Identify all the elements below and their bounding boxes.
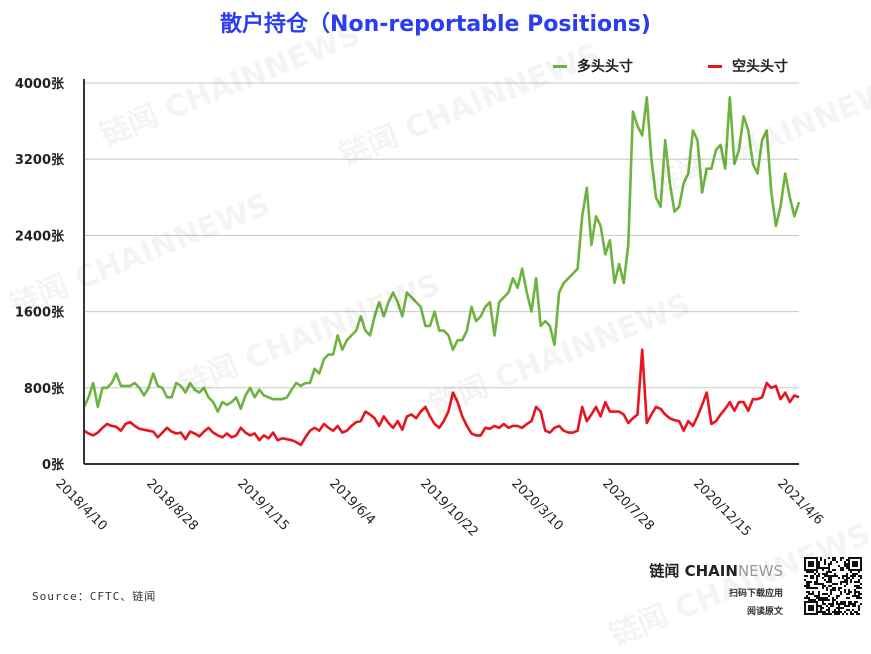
- y-tick-label: 2400张: [15, 229, 65, 244]
- x-tick-label: 2020/12/15: [690, 476, 754, 540]
- x-tick-label: 2020/3/10: [508, 476, 566, 534]
- series-line-short: [83, 348, 800, 447]
- qr-code-icon[interactable]: [804, 557, 862, 615]
- brand-logo: 链闻 CHAINNEWS: [649, 562, 783, 580]
- legend-swatch-green: [553, 64, 567, 68]
- brand-block: 链闻 CHAINNEWS 扫码下载应用 阅读原文: [649, 560, 783, 617]
- y-tick-label: 800张: [24, 382, 65, 397]
- legend-label: 多头头寸: [577, 59, 633, 75]
- x-tick-label: 2019/6/4: [326, 476, 378, 528]
- y-tick-label: 3200张: [15, 153, 65, 168]
- y-tick-label: 4000张: [15, 77, 65, 92]
- source-note: Source：CFTC、链闻: [32, 590, 157, 603]
- y-tick-label: 0张: [42, 458, 65, 473]
- chart: 0张 800张 1600张 2400张 3200张 4000张 2018/4/10 2018/…: [15, 77, 826, 540]
- legend-swatch-red: [708, 64, 722, 68]
- x-tick-label: 2018/8/28: [143, 476, 201, 534]
- legend-label: 空头头寸: [732, 59, 788, 75]
- legend-item-long: 多头头寸: [553, 56, 633, 76]
- y-tick-label: 1600张: [15, 306, 65, 321]
- chart-title: 散户持仓（Non-reportable Positions): [220, 12, 651, 37]
- x-tick-label: 2019/1/15: [234, 476, 292, 534]
- x-tick-label: 2019/10/22: [417, 476, 481, 540]
- qr-caption-1: 扫码下载应用: [728, 589, 783, 599]
- series-line-long: [82, 96, 801, 413]
- x-tick-label: 2020/7/28: [599, 476, 657, 534]
- legend-item-short: 空头头寸: [708, 56, 788, 76]
- x-tick-label: 2021/4/6: [774, 476, 826, 528]
- qr-caption-2: 阅读原文: [746, 607, 783, 617]
- x-tick-label: 2018/4/10: [52, 476, 110, 534]
